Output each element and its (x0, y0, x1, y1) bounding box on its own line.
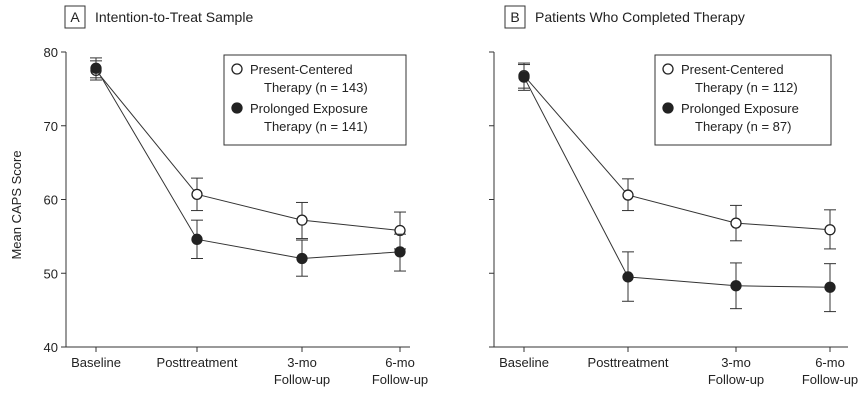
legend-marker-filled (231, 102, 243, 114)
data-point-open (730, 217, 742, 229)
data-point-open (191, 188, 203, 200)
legend-label: Prolonged Exposure (250, 101, 368, 116)
x-tick-label: Baseline (71, 355, 121, 370)
legend-label: Therapy (n = 143) (264, 80, 368, 95)
legend-label: Present-Centered (681, 62, 784, 77)
data-point-open (296, 214, 308, 226)
x-tick-label: Baseline (499, 355, 549, 370)
y-tick-label: 70 (44, 119, 58, 134)
legend-label: Prolonged Exposure (681, 101, 799, 116)
series-line (523, 76, 831, 288)
x-tick-label: Follow-up (274, 372, 330, 387)
legend-marker-open (231, 63, 243, 75)
data-point-filled (518, 71, 530, 83)
chart-panel-b: B Patients Who Completed Therapy Baseline P… (489, 5, 858, 387)
y-tick-label: 50 (44, 266, 58, 281)
x-tick-label: 6-mo (385, 355, 415, 370)
panel-letter-box (64, 5, 86, 29)
legend-marker-open (662, 63, 674, 75)
data-point-open (824, 224, 836, 236)
y-tick-label: 80 (44, 45, 58, 60)
series-line (95, 67, 401, 260)
series-line (523, 75, 831, 231)
panel-letter-box (504, 5, 526, 29)
legend-label: Therapy (n = 112) (695, 80, 798, 95)
x-tick-label: 3-mo (287, 355, 317, 370)
panel-letter: B (510, 9, 519, 25)
x-tick-label: Follow-up (372, 372, 428, 387)
data-point-filled (296, 252, 308, 265)
x-tick-label: Posttreatment (157, 355, 238, 370)
panel-title: Intention-to-Treat Sample (95, 9, 253, 25)
legend-label: Present-Centered (250, 62, 353, 77)
x-tick-label: Follow-up (802, 372, 858, 387)
chart-panel-a: A Intention-to-Treat Sample 40 50 60 70 80 Base… (44, 5, 428, 387)
data-point-filled (191, 233, 203, 245)
legend-marker-filled (662, 102, 674, 114)
y-tick-label: 60 (44, 193, 58, 208)
series-line (95, 70, 401, 231)
legend-label: Therapy (n = 141) (264, 119, 368, 134)
data-point-filled (90, 62, 102, 74)
legend: Present-Centered Therapy (n = 112) Prolong… (654, 54, 832, 146)
x-tick-label: Posttreatment (588, 355, 669, 370)
legend-label: Therapy (n = 87) (695, 119, 791, 134)
data-point-filled (824, 281, 836, 293)
data-point-filled (394, 246, 406, 258)
legend-box (654, 54, 832, 146)
legend-box (223, 54, 407, 146)
panel-letter: A (70, 9, 80, 25)
x-tick-label: 6-mo (815, 355, 845, 370)
x-tick-label: Follow-up (708, 372, 764, 387)
y-tick-label: 40 (44, 340, 58, 355)
y-axis-label: Mean CAPS Score (9, 150, 24, 259)
legend: Present-Centered Therapy (n = 143) Prolong… (223, 54, 407, 146)
data-point-open (622, 189, 634, 201)
x-tick-label: 3-mo (721, 355, 751, 370)
panel-title: Patients Who Completed Therapy (535, 9, 745, 25)
data-point-filled (730, 280, 742, 292)
data-point-filled (622, 271, 634, 283)
